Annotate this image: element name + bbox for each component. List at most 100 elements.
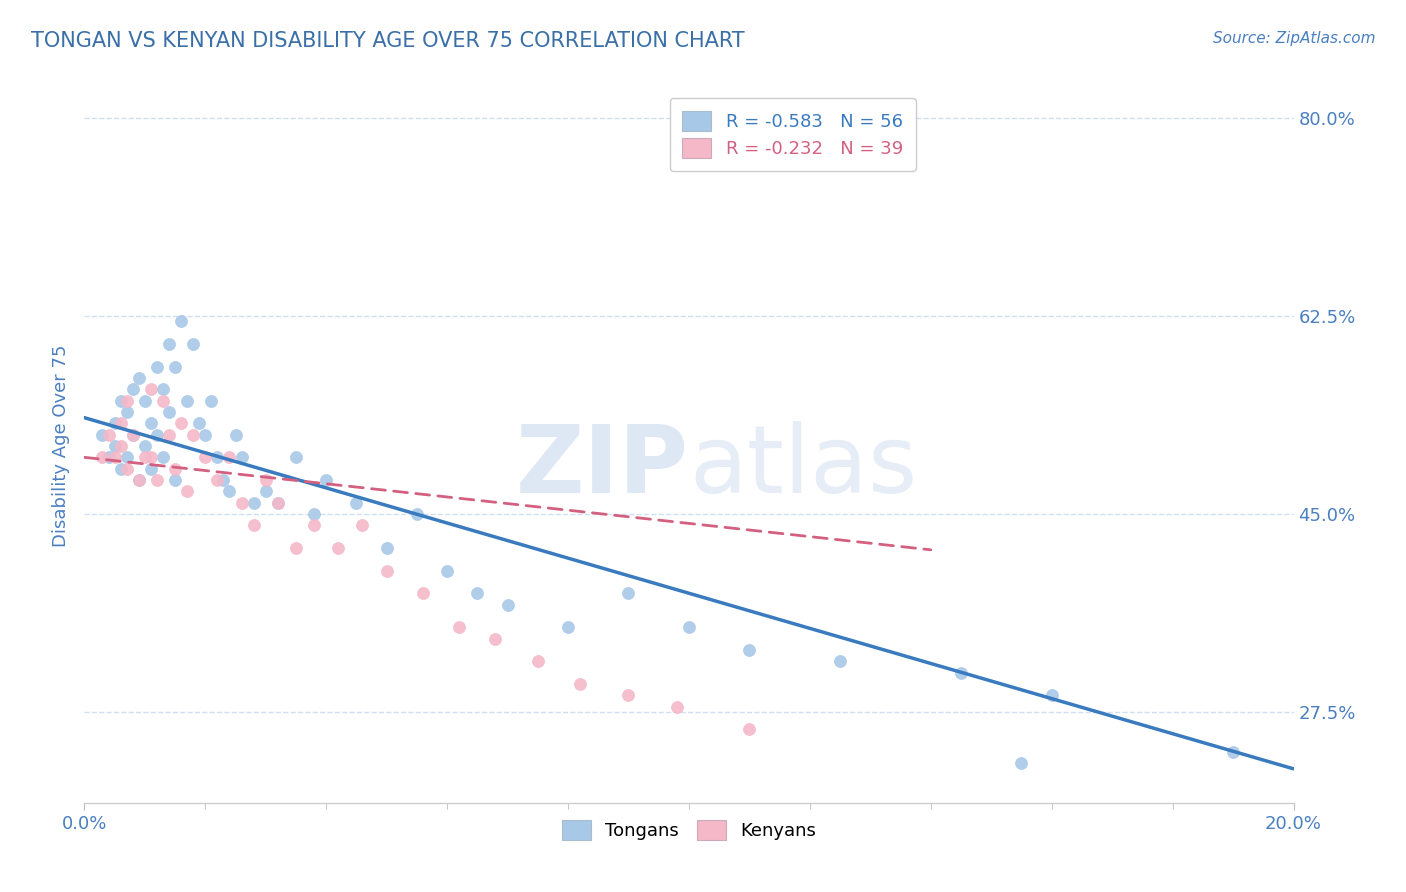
Point [1222, 745, 1244, 759]
Point [218, 450, 240, 465]
Point [165, 359, 187, 374]
Point [97, 450, 120, 465]
Point [139, 461, 162, 475]
Legend: Tongans, Kenyans: Tongans, Kenyans [554, 813, 824, 847]
Point [165, 461, 187, 475]
Point [104, 417, 127, 431]
Text: ZIP: ZIP [516, 421, 689, 514]
Point [242, 495, 264, 509]
Y-axis label: Disability Age Over 75: Disability Age Over 75 [52, 344, 70, 548]
Point [406, 507, 429, 521]
Point [1040, 688, 1063, 702]
Point [617, 688, 640, 702]
Point [527, 654, 550, 668]
Point [200, 393, 222, 408]
Point [1011, 756, 1033, 771]
Point [242, 518, 264, 533]
Point [121, 427, 143, 442]
Point [176, 484, 198, 499]
Point [115, 461, 138, 475]
Point [285, 541, 308, 555]
Point [134, 439, 156, 453]
Point [110, 461, 132, 475]
Point [267, 495, 290, 509]
Point [128, 473, 150, 487]
Point [110, 393, 132, 408]
Text: atlas: atlas [689, 421, 917, 514]
Point [115, 393, 138, 408]
Point [165, 473, 187, 487]
Point [375, 541, 398, 555]
Point [194, 450, 217, 465]
Point [128, 473, 150, 487]
Point [830, 654, 852, 668]
Point [254, 484, 277, 499]
Point [738, 643, 761, 657]
Point [315, 473, 337, 487]
Point [146, 473, 169, 487]
Point [115, 450, 138, 465]
Point [267, 495, 290, 509]
Point [449, 620, 471, 634]
Point [104, 450, 127, 465]
Point [170, 417, 193, 431]
Point [152, 450, 174, 465]
Point [484, 632, 506, 646]
Point [412, 586, 434, 600]
Point [152, 393, 174, 408]
Point [110, 417, 132, 431]
Point [146, 427, 169, 442]
Point [346, 495, 368, 509]
Point [231, 495, 253, 509]
Point [212, 473, 235, 487]
Point [128, 371, 150, 385]
Point [134, 450, 156, 465]
Point [302, 518, 325, 533]
Point [207, 450, 229, 465]
Point [170, 314, 193, 328]
Point [738, 722, 761, 736]
Point [665, 699, 688, 714]
Point [152, 383, 174, 397]
Point [121, 427, 143, 442]
Point [157, 337, 180, 351]
Point [157, 427, 180, 442]
Point [352, 518, 374, 533]
Point [950, 665, 973, 680]
Point [139, 450, 162, 465]
Point [146, 359, 169, 374]
Text: TONGAN VS KENYAN DISABILITY AGE OVER 75 CORRELATION CHART: TONGAN VS KENYAN DISABILITY AGE OVER 75 … [31, 31, 745, 51]
Point [110, 439, 132, 453]
Point [569, 677, 592, 691]
Point [139, 417, 162, 431]
Point [231, 450, 253, 465]
Point [285, 450, 308, 465]
Point [218, 484, 240, 499]
Point [134, 393, 156, 408]
Point [157, 405, 180, 419]
Point [91, 450, 114, 465]
Point [678, 620, 700, 634]
Point [121, 383, 143, 397]
Point [207, 473, 229, 487]
Point [97, 427, 120, 442]
Point [181, 427, 204, 442]
Point [115, 405, 138, 419]
Point [375, 564, 398, 578]
Point [557, 620, 579, 634]
Point [225, 427, 247, 442]
Point [436, 564, 458, 578]
Point [302, 507, 325, 521]
Point [194, 427, 217, 442]
Point [467, 586, 489, 600]
Point [139, 383, 162, 397]
Point [104, 439, 127, 453]
Point [254, 473, 277, 487]
Point [181, 337, 204, 351]
Point [328, 541, 350, 555]
Text: Source: ZipAtlas.com: Source: ZipAtlas.com [1212, 31, 1375, 46]
Point [188, 417, 211, 431]
Point [176, 393, 198, 408]
Point [91, 427, 114, 442]
Point [617, 586, 640, 600]
